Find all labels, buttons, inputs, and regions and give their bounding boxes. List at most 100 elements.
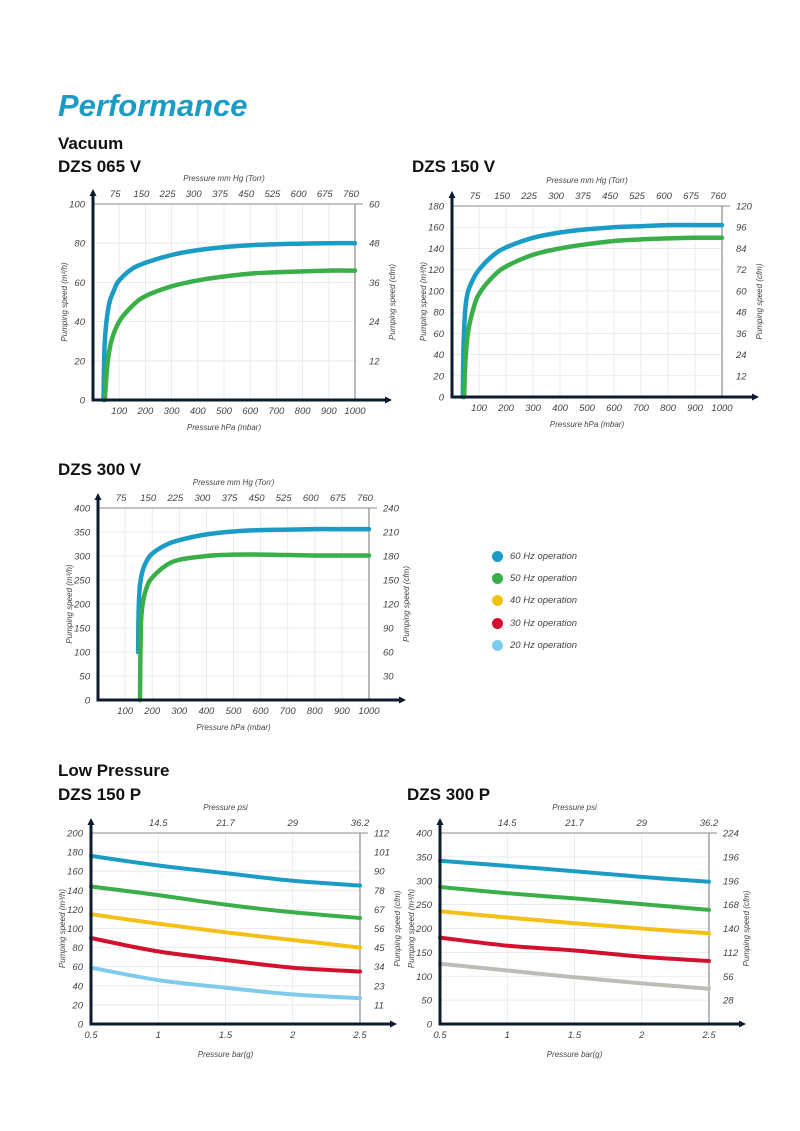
series-line <box>438 909 711 936</box>
y2-tick-label: 112 <box>374 829 390 840</box>
x2-tick-label: 75 <box>116 493 127 504</box>
y2-tick-label: 36 <box>369 278 380 289</box>
y2-tick-label: 45 <box>374 943 385 954</box>
y-tick-label: 40 <box>72 981 83 992</box>
x-axis-arrow-icon <box>752 393 759 401</box>
legend-item: 50 Hz operation <box>492 567 577 589</box>
y2-tick-label: 120 <box>383 600 400 611</box>
x-tick-label: 900 <box>334 706 351 717</box>
y2-tick-label: 56 <box>374 924 385 935</box>
x-tick-label: 900 <box>321 406 338 417</box>
y2-tick-label: 150 <box>383 576 400 587</box>
y-tick-label: 120 <box>67 905 84 916</box>
x-tick-label: 500 <box>579 403 596 414</box>
x-axis-arrow-icon <box>385 396 392 404</box>
y-tick-label: 100 <box>428 286 445 297</box>
x2-axis-title: Pressure psi <box>203 803 248 812</box>
series-line <box>438 961 711 991</box>
y2-tick-label: 36 <box>736 329 747 340</box>
x-tick-label: 1 <box>505 1030 510 1041</box>
x2-tick-label: 225 <box>520 191 538 202</box>
x2-tick-label: 29 <box>635 818 647 829</box>
x2-tick-label: 75 <box>110 189 121 200</box>
x-tick-label: 400 <box>190 406 207 417</box>
x2-tick-label: 21.7 <box>564 818 584 829</box>
y-tick-label: 160 <box>67 867 84 878</box>
x2-tick-label: 675 <box>317 189 334 200</box>
section-vacuum: Vacuum <box>58 134 124 153</box>
y-axis-title: Pumping speed (m³/h) <box>58 889 67 968</box>
chart-title-dzs300v: DZS 300 V <box>58 460 142 479</box>
x2-tick-label: 225 <box>159 189 177 200</box>
series-line <box>460 222 725 400</box>
x2-tick-label: 225 <box>166 493 184 504</box>
x2-tick-label: 600 <box>291 189 308 200</box>
x-tick-label: 300 <box>164 406 181 417</box>
x-tick-label: 1 <box>156 1030 161 1041</box>
x2-tick-label: 75 <box>470 191 481 202</box>
y-tick-label: 200 <box>73 600 91 611</box>
y-tick-label: 400 <box>416 829 433 840</box>
x-tick-label: 600 <box>242 406 259 417</box>
series-line <box>89 936 362 974</box>
x-tick-label: 1000 <box>358 706 380 717</box>
legend-item: 60 Hz operation <box>492 545 577 567</box>
x-tick-label: 2.5 <box>352 1030 367 1041</box>
x2-tick-label: 150 <box>140 493 157 504</box>
y2-tick-label: 72 <box>736 265 747 276</box>
x-tick-label: 700 <box>268 406 285 417</box>
x2-tick-label: 36.2 <box>351 818 370 829</box>
y2-tick-label: 84 <box>736 244 747 255</box>
x2-tick-label: 300 <box>548 191 565 202</box>
x-tick-label: 200 <box>143 706 161 717</box>
x-tick-label: 1000 <box>711 403 733 414</box>
legend-label: 20 Hz operation <box>510 639 578 651</box>
x-tick-label: 500 <box>226 706 243 717</box>
y-tick-label: 0 <box>427 1020 433 1031</box>
y2-axis-title: Pumping speed (cfm) <box>402 566 411 642</box>
legend-label: 50 Hz operation <box>510 572 578 584</box>
y2-tick-label: 48 <box>736 308 747 319</box>
y2-tick-label: 48 <box>369 239 380 250</box>
x2-axis-title: Pressure mm Hg (Torr) <box>193 478 275 487</box>
legend-swatch-icon <box>492 550 503 562</box>
x-tick-label: 0.5 <box>433 1030 447 1041</box>
y2-tick-label: 101 <box>374 848 390 859</box>
y2-tick-label: 168 <box>723 900 740 911</box>
y-axis-arrow-icon <box>89 189 97 196</box>
y-tick-label: 120 <box>428 265 445 276</box>
y2-tick-label: 90 <box>383 624 394 635</box>
y-tick-label: 60 <box>433 329 444 340</box>
chart-title-dzs300p: DZS 300 P <box>407 785 491 804</box>
y-axis-arrow-icon <box>448 191 456 198</box>
x2-tick-label: 36.2 <box>700 818 719 829</box>
y2-tick-label: 140 <box>723 924 740 935</box>
y2-tick-label: 23 <box>373 981 385 992</box>
x-tick-label: 800 <box>295 406 312 417</box>
y-tick-label: 60 <box>72 962 83 973</box>
legend-item: 20 Hz operation <box>492 634 577 656</box>
x-tick-label: 1000 <box>344 406 366 417</box>
x-tick-label: 600 <box>606 403 623 414</box>
series-line <box>438 935 711 963</box>
y-tick-label: 0 <box>439 393 445 404</box>
x-tick-label: 200 <box>136 406 154 417</box>
y-tick-label: 0 <box>78 1020 84 1031</box>
y2-tick-label: 224 <box>722 829 739 840</box>
y-tick-label: 140 <box>67 886 84 897</box>
x-tick-label: 2.5 <box>701 1030 716 1041</box>
y-axis-arrow-icon <box>94 493 102 500</box>
x2-tick-label: 525 <box>629 191 646 202</box>
y-tick-label: 200 <box>66 829 84 840</box>
x2-tick-label: 760 <box>343 189 360 200</box>
x2-tick-label: 760 <box>710 191 727 202</box>
legend: 60 Hz operation 50 Hz operation 40 Hz op… <box>492 545 577 656</box>
y-tick-label: 40 <box>433 350 444 361</box>
y-tick-label: 80 <box>74 239 85 250</box>
y2-tick-label: 180 <box>383 552 400 563</box>
chart-title-dzs065v: DZS 065 V <box>58 157 142 176</box>
x2-tick-label: 525 <box>276 493 293 504</box>
series-line <box>135 526 372 655</box>
x-tick-label: 700 <box>633 403 650 414</box>
